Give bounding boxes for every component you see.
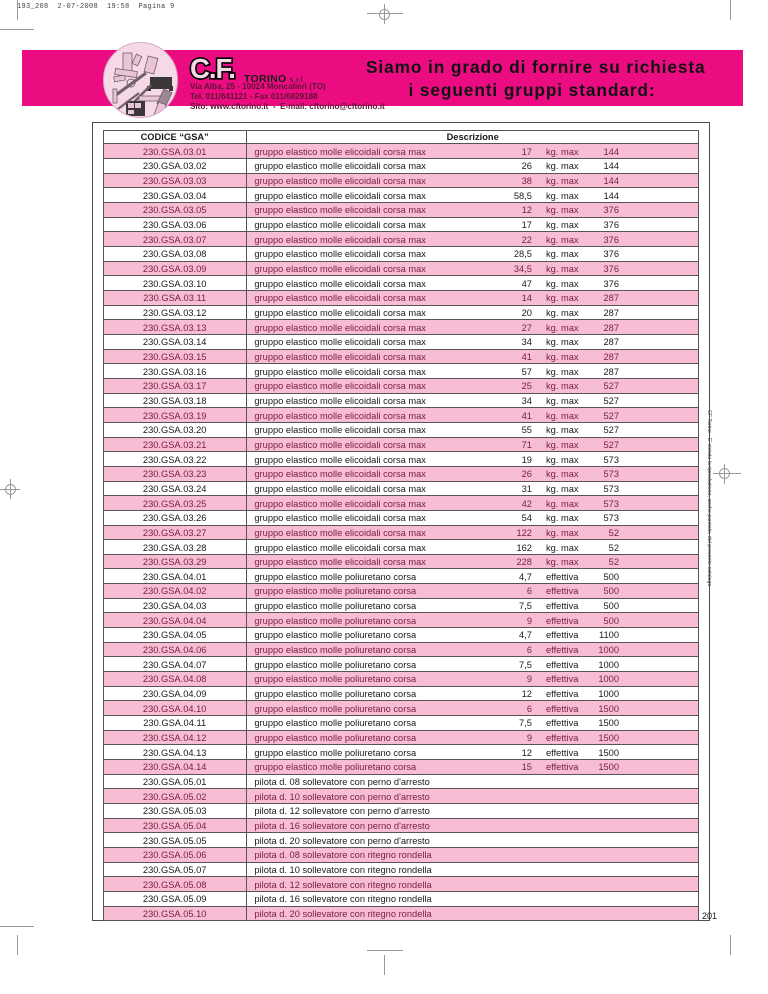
- svg-text:C.F.: C.F.: [190, 53, 235, 84]
